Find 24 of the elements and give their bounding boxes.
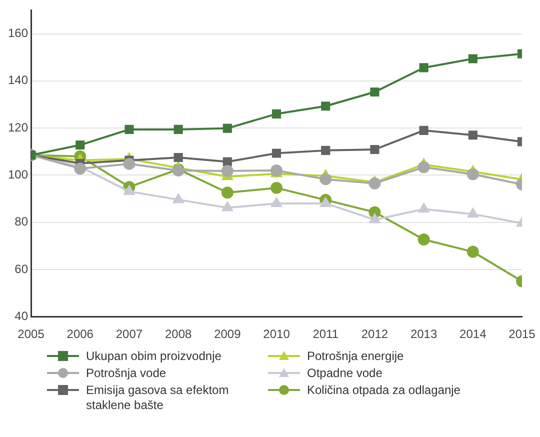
x-tick-label: 2005 (18, 327, 45, 342)
legend-label: Potrošnja energije (307, 349, 404, 364)
legend-label: Otpadne vode (307, 366, 382, 381)
x-tick-label: 2012 (361, 327, 388, 342)
y-tick-label: 140 (8, 73, 28, 88)
y-tick-label: 100 (8, 167, 28, 182)
x-tick-label: 2010 (263, 327, 290, 342)
x-tick-label: 2009 (214, 327, 242, 342)
y-tick-label: 80 (14, 214, 28, 229)
x-tick-label: 2008 (164, 327, 192, 342)
legend-label: Ukupan obim proizvodnje (86, 349, 222, 364)
y-tick-label: 40 (14, 308, 28, 323)
x-tick-label: 2006 (66, 327, 94, 342)
legend-label: Emisija gasova sa efektom staklene bašte (86, 383, 230, 413)
y-tick-label: 120 (8, 120, 28, 134)
x-tick-label: 2015 (508, 327, 536, 342)
legend-label: Količina otpada za odlaganje (307, 383, 460, 398)
y-tick-label: 160 (8, 26, 28, 40)
x-tick-label: 2007 (116, 327, 143, 342)
x-tick-label: 2014 (460, 327, 487, 342)
x-tick-label: 2013 (410, 327, 438, 342)
legend-label: Potrošnja vode (86, 366, 166, 381)
x-tick-label: 2011 (312, 327, 339, 342)
y-tick-label: 60 (14, 262, 28, 276)
